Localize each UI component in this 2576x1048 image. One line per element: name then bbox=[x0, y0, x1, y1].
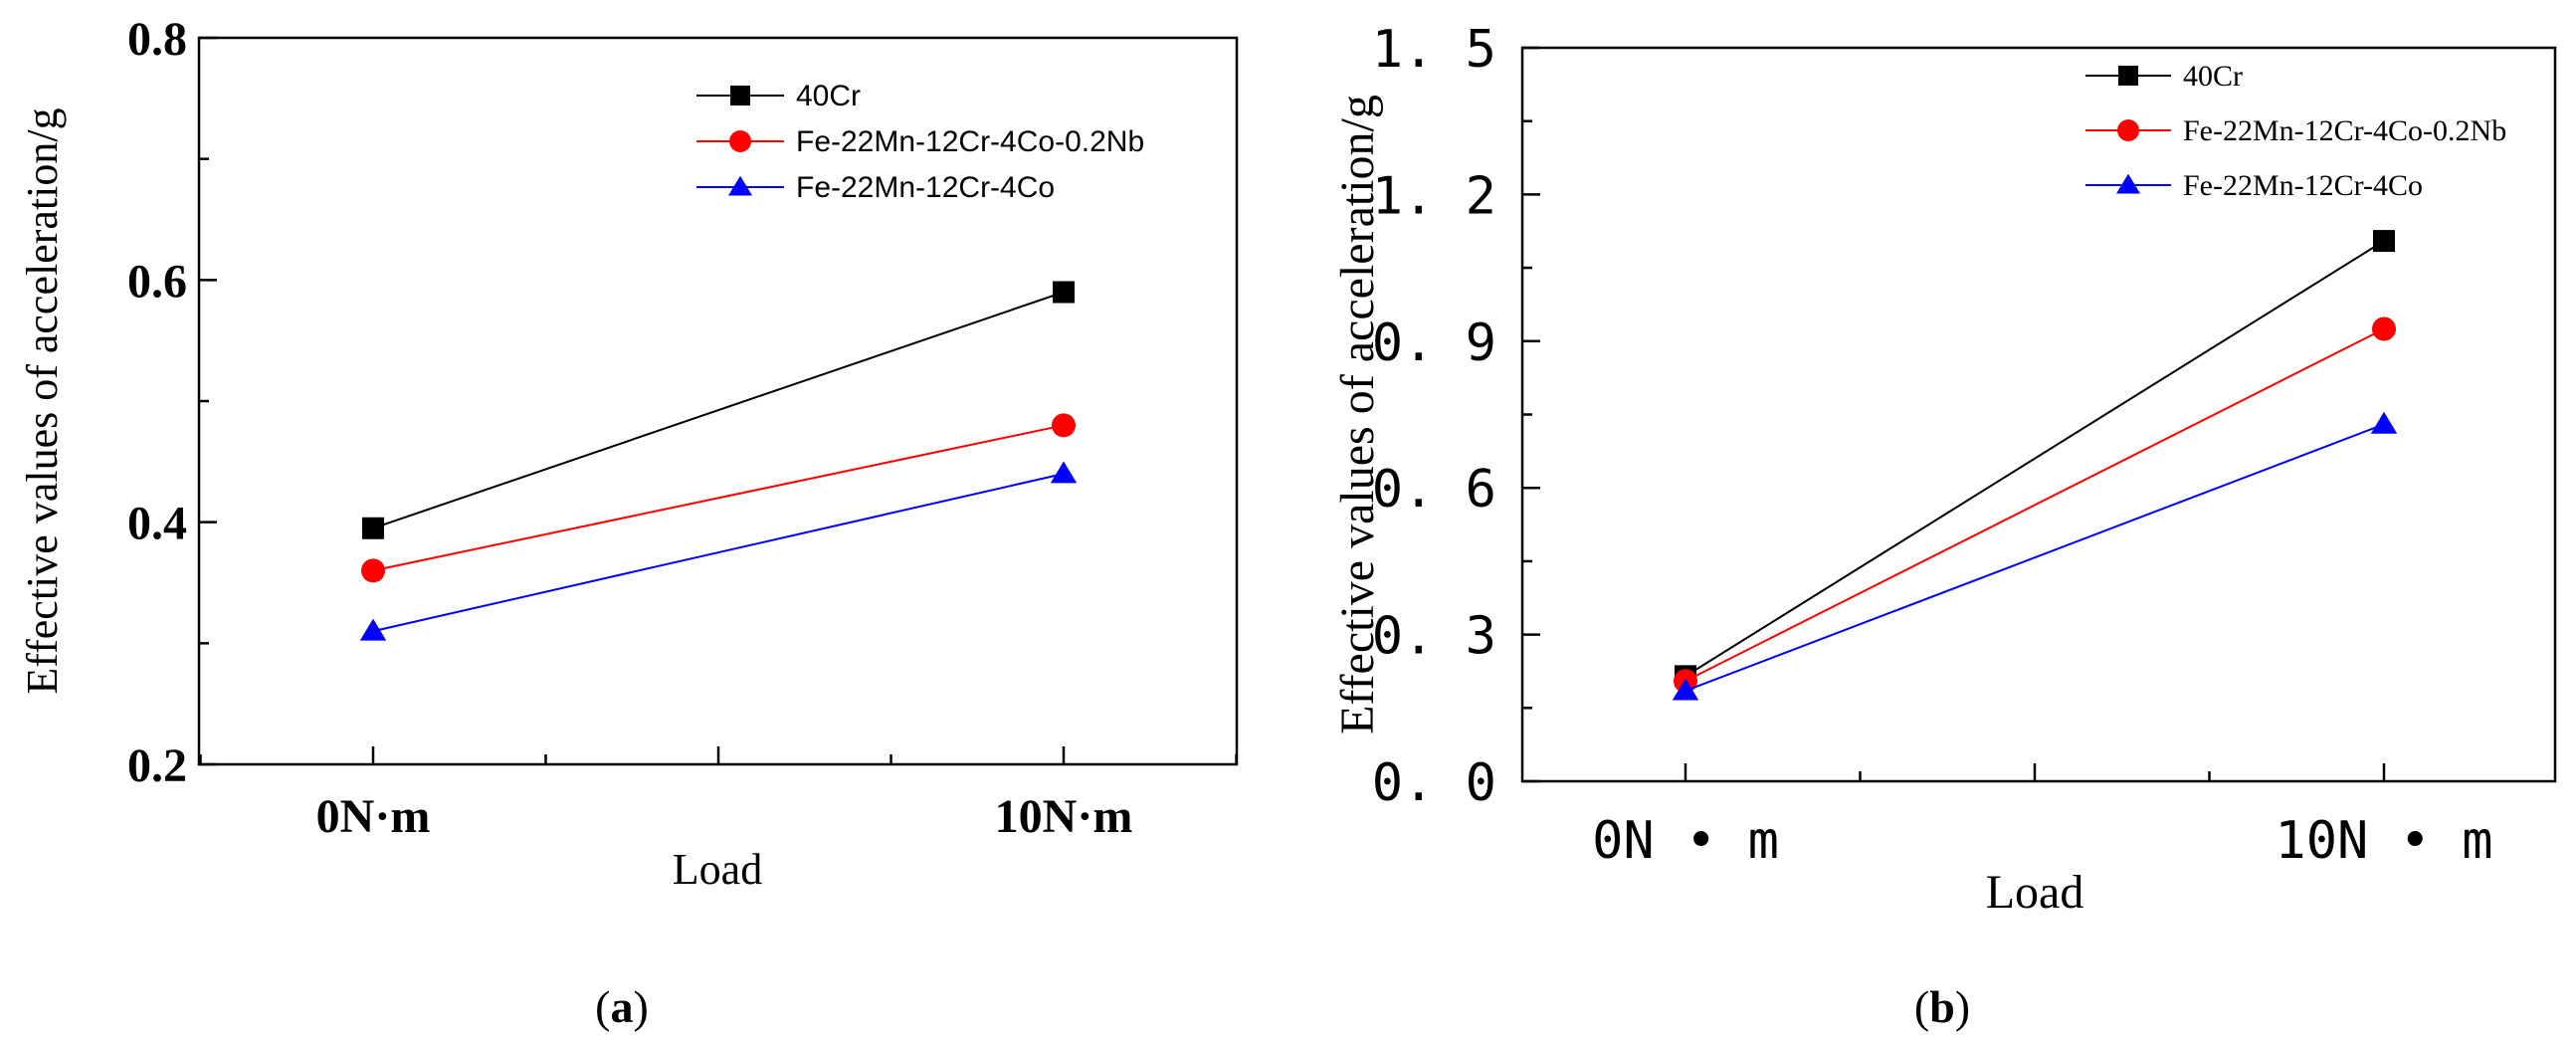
caption-b: (b) bbox=[1914, 981, 1970, 1032]
data-point-square bbox=[2373, 230, 2395, 253]
y-tick-label: 0. 6 bbox=[1372, 460, 1496, 520]
legend-label: 40Cr bbox=[796, 80, 861, 112]
series-line-2 bbox=[372, 424, 1065, 572]
y-axis-label: Effective values of acceleration/g bbox=[1331, 95, 1384, 734]
x-tick-label: 0N·m bbox=[316, 790, 431, 843]
chart-panel-b: 0. 0 0. 3 0. 6 0. 9 1. 2 1. 5 0N • m 10N • m Loa… bbox=[1331, 20, 2557, 919]
series-line-1 bbox=[372, 291, 1065, 529]
x-tick-label: 0N • m bbox=[1592, 811, 1779, 871]
data-point-circle bbox=[2372, 316, 2396, 341]
legend-marker-triangle bbox=[2116, 173, 2140, 194]
data-point-circle bbox=[361, 558, 385, 583]
series-line-2 bbox=[1684, 327, 2385, 683]
data-point-triangle bbox=[1050, 461, 1078, 484]
y-tick-label: 0.6 bbox=[127, 255, 187, 308]
data-point-square bbox=[1053, 281, 1075, 304]
chart-panel-a: 0.2 0.4 0.6 0.8 0N·m 10N·m Load Effective value… bbox=[18, 13, 1239, 894]
y-tick-label: 0. 3 bbox=[1372, 607, 1496, 667]
data-point-triangle bbox=[359, 618, 387, 641]
caption-a: (a) bbox=[595, 981, 649, 1032]
y-tick-label: 1. 5 bbox=[1372, 20, 1496, 80]
series-line-3 bbox=[372, 473, 1065, 633]
legend-label: Fe-22Mn-12Cr-4Co bbox=[796, 171, 1055, 204]
legend-marker-square bbox=[730, 86, 750, 105]
y-tick-label: 0.4 bbox=[127, 498, 187, 550]
x-tick-label: 10N·m bbox=[995, 790, 1133, 843]
legend-marker-circle bbox=[729, 130, 751, 152]
y-tick-label: 0.8 bbox=[127, 13, 187, 66]
legend-label: Fe-22Mn-12Cr-4Co bbox=[2183, 169, 2423, 202]
y-tick-label: 0.2 bbox=[127, 739, 187, 792]
y-tick-label: 0. 9 bbox=[1372, 314, 1496, 373]
series-line-1 bbox=[1684, 240, 2385, 678]
y-tick-label: 0. 0 bbox=[1372, 753, 1496, 813]
data-point-square bbox=[362, 517, 384, 539]
legend-marker-square bbox=[2118, 66, 2138, 86]
legend-label: Fe-22Mn-12Cr-4Co-0.2Nb bbox=[796, 125, 1144, 158]
x-tick-label: 10N • m bbox=[2275, 811, 2492, 871]
y-tick-label: 1. 2 bbox=[1372, 166, 1496, 226]
legend-label: 40Cr bbox=[2183, 60, 2243, 93]
data-point-circle bbox=[1052, 413, 1076, 438]
y-axis-label: Effective values of acceleration/g bbox=[18, 107, 67, 694]
data-point-triangle bbox=[2370, 411, 2398, 434]
data-point-triangle bbox=[1672, 678, 1699, 701]
legend-marker-circle bbox=[2117, 119, 2139, 141]
legend-marker-triangle bbox=[728, 175, 752, 196]
legend-label: Fe-22Mn-12Cr-4Co-0.2Nb bbox=[2183, 114, 2506, 147]
x-axis-label: Load bbox=[673, 845, 762, 894]
x-axis-label: Load bbox=[1986, 866, 2084, 919]
series-line-3 bbox=[1684, 423, 2385, 693]
